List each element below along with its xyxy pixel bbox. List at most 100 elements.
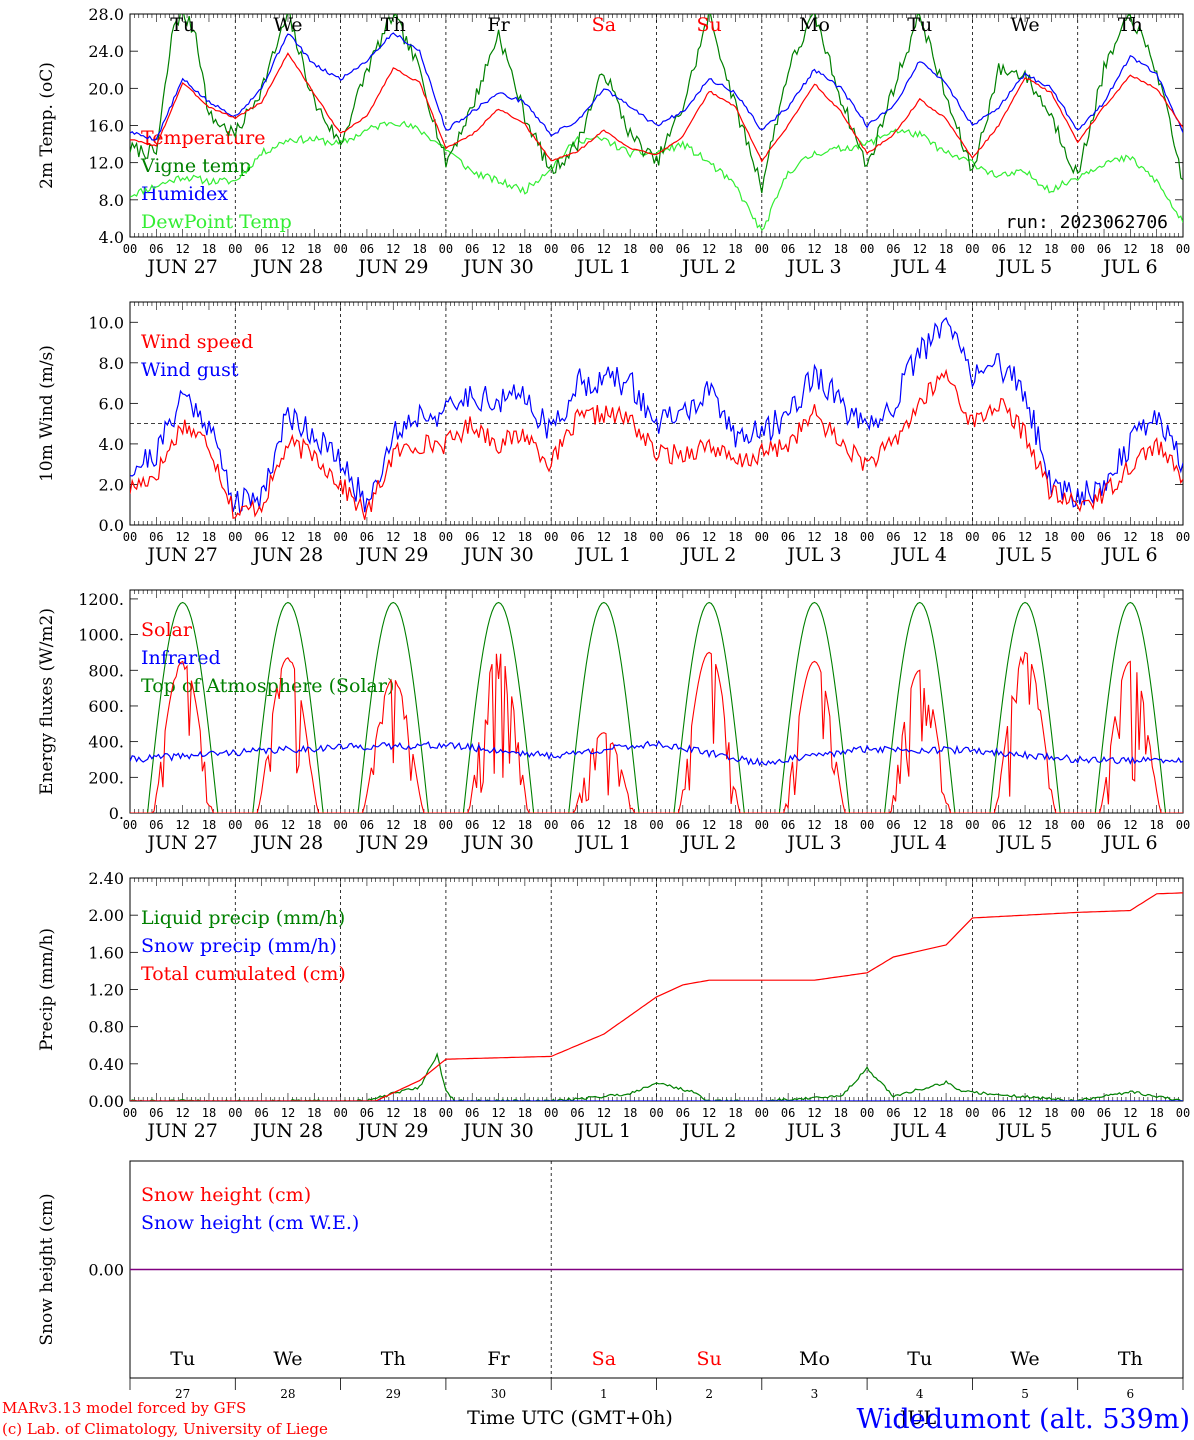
weekday-label-bottom: Tu <box>170 1348 195 1370</box>
y-tick-label: 400. <box>88 733 124 752</box>
hour-tick-label: 00 <box>755 530 769 544</box>
weekday-label-bottom: Su <box>697 1348 722 1370</box>
legend-entry: Vigne temp <box>140 155 251 177</box>
hour-tick-label: 06 <box>886 1106 900 1120</box>
hour-tick-label: 12 <box>386 530 400 544</box>
weekday-label-bottom: Tu <box>907 1348 932 1370</box>
hour-tick-label: 18 <box>834 818 848 832</box>
hour-tick-label: 12 <box>491 818 505 832</box>
hour-tick-label: 18 <box>1044 1106 1058 1120</box>
legend-entry: Solar <box>141 619 193 641</box>
hour-tick-label: 12 <box>281 1106 295 1120</box>
hour-tick-label: 12 <box>913 530 927 544</box>
hour-tick-label: 00 <box>1176 242 1190 256</box>
hour-tick-label: 00 <box>1070 818 1084 832</box>
hour-tick-label: 12 <box>175 242 189 256</box>
hour-tick-label: 18 <box>1149 818 1163 832</box>
weekday-label-top: Fr <box>487 14 510 36</box>
hour-tick-label: 12 <box>597 1106 611 1120</box>
hour-tick-label: 18 <box>728 818 742 832</box>
day-number-label: 29 <box>386 1387 401 1401</box>
month-label: JUL <box>898 1407 937 1429</box>
legend-entry: DewPoint Temp <box>141 211 292 233</box>
series-group <box>130 316 1183 520</box>
hour-tick-label: 18 <box>939 530 953 544</box>
hour-tick-label: 06 <box>1097 1106 1111 1120</box>
date-label: JUL 3 <box>785 1120 841 1142</box>
legend-entry: Snow height (cm) <box>141 1184 311 1206</box>
panel-3: 0. 200. 400. 600. 800. 1000. 1200. Energy fluxe… <box>37 589 1190 854</box>
date-label: JUN 27 <box>145 1120 217 1142</box>
date-label: JUL 1 <box>575 256 631 278</box>
hour-tick-label: 06 <box>991 818 1005 832</box>
hour-tick-label: 12 <box>175 1106 189 1120</box>
hour-tick-label: 00 <box>755 1106 769 1120</box>
hour-tick-label: 12 <box>491 242 505 256</box>
y-tick-label: 2.00 <box>88 906 124 925</box>
y-tick-label: 0.00 <box>88 1261 124 1280</box>
weekday-label-bottom: We <box>273 1348 302 1370</box>
hour-tick-label: 18 <box>202 242 216 256</box>
legend-entry: Snow precip (mm/h) <box>141 935 337 957</box>
hour-tick-label: 18 <box>939 1106 953 1120</box>
y-tick-label: 4.0 <box>99 228 124 247</box>
liquid-precip-line <box>130 1052 1183 1101</box>
hour-tick-label: 18 <box>1149 530 1163 544</box>
day-number-label: 3 <box>811 1387 819 1401</box>
hour-tick-label: 00 <box>755 242 769 256</box>
hour-tick-label: 00 <box>860 530 874 544</box>
hour-tick-label: 18 <box>307 242 321 256</box>
hour-tick-label: 00 <box>1070 530 1084 544</box>
panel-frame <box>129 13 1184 238</box>
panel-1: 4.0 8.0 12.0 16.0 20.0 24.0 28.0 2m Temp. (oC) 0… <box>37 5 1190 278</box>
hour-tick-label: 00 <box>1176 1106 1190 1120</box>
hour-tick-label: 18 <box>518 530 532 544</box>
hour-tick-label: 18 <box>623 818 637 832</box>
hour-tick-label: 06 <box>991 530 1005 544</box>
hour-tick-label: 06 <box>465 530 479 544</box>
station-label: Widedumont (alt. 539m) <box>857 1404 1190 1435</box>
day-number-label: 4 <box>916 1387 924 1401</box>
y-tick-label: 28.0 <box>88 5 124 24</box>
weekday-label-bottom: Mo <box>799 1348 830 1370</box>
date-label: JUN 29 <box>356 544 428 566</box>
panel-5: 0.00 Snow height (cm) Snow height (cm) Snow… <box>37 1160 1184 1379</box>
y-axis-label: Energy fluxes (W/m2) <box>37 608 57 795</box>
hour-tick-label: 12 <box>807 242 821 256</box>
hour-tick-label: 18 <box>1149 1106 1163 1120</box>
hour-tick-label: 12 <box>807 1106 821 1120</box>
date-label: JUL 1 <box>575 832 631 854</box>
date-label: JUL 6 <box>1101 256 1157 278</box>
weekday-label-top: We <box>273 14 302 36</box>
hour-tick-label: 00 <box>333 530 347 544</box>
date-label: JUN 27 <box>145 832 217 854</box>
hour-tick-label: 12 <box>175 530 189 544</box>
series-group <box>130 892 1183 1101</box>
hour-tick-label: 18 <box>728 242 742 256</box>
y-tick-label: 4.0 <box>99 435 124 454</box>
hour-tick-label: 00 <box>965 242 979 256</box>
date-label: JUN 27 <box>145 544 217 566</box>
date-label: JUL 5 <box>996 256 1052 278</box>
date-label: JUL 4 <box>891 832 947 854</box>
hour-tick-label: 00 <box>333 1106 347 1120</box>
hour-tick-label: 06 <box>676 1106 690 1120</box>
hour-tick-label: 12 <box>597 818 611 832</box>
hour-tick-label: 06 <box>676 242 690 256</box>
hour-tick-label: 00 <box>439 242 453 256</box>
legend-entry: Total cumulated (cm) <box>141 963 346 985</box>
hour-tick-label: 06 <box>360 530 374 544</box>
hour-tick-label: 00 <box>544 530 558 544</box>
hour-tick-label: 18 <box>1044 242 1058 256</box>
date-label: JUN 30 <box>461 256 533 278</box>
hour-tick-label: 06 <box>570 818 584 832</box>
day-number-label: 2 <box>705 1387 713 1401</box>
hour-tick-label: 06 <box>360 1106 374 1120</box>
hour-tick-label: 00 <box>333 242 347 256</box>
toa-solar-line <box>130 601 1183 813</box>
hour-tick-label: 12 <box>1123 530 1137 544</box>
hour-tick-label: 12 <box>597 530 611 544</box>
hour-tick-label: 00 <box>333 818 347 832</box>
hour-tick-label: 12 <box>807 818 821 832</box>
date-label: JUN 28 <box>251 832 323 854</box>
